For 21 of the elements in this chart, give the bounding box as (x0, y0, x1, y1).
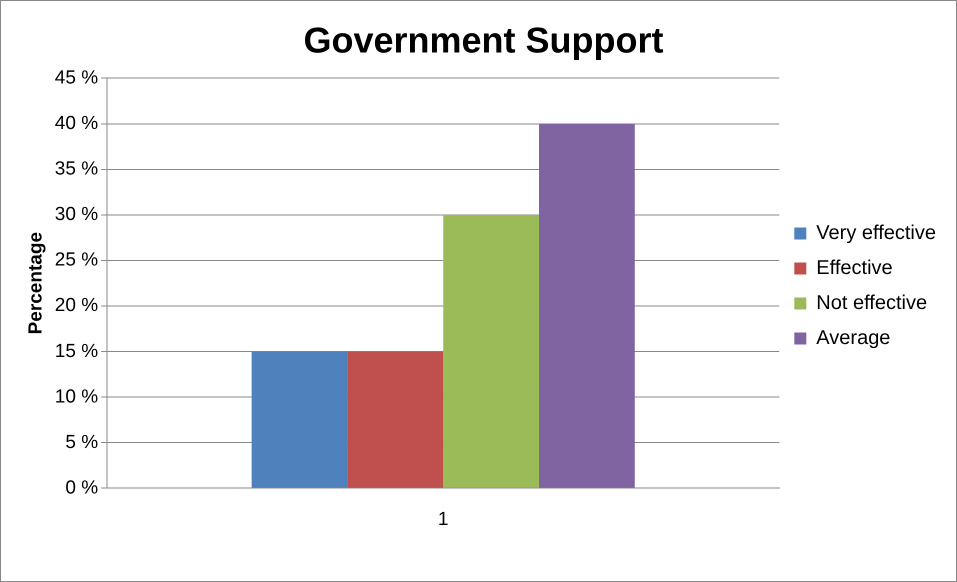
legend-label: Very effective (816, 222, 936, 244)
y-tick-label: 40 % (54, 112, 98, 134)
y-tick-label: 15 % (54, 340, 98, 362)
legend-label: Not effective (816, 292, 928, 314)
y-tick-label: 25 % (54, 250, 98, 271)
chart-title: Government Support (303, 20, 664, 61)
y-tick-label: 0 % (65, 477, 98, 498)
y-tick-label: 30 % (54, 204, 98, 226)
y-tick-label: 35 % (54, 158, 98, 180)
y-tick-label: 45 % (54, 67, 98, 88)
x-tick-label: 1 (438, 508, 448, 530)
y-tick-label: 10 % (54, 386, 98, 408)
y-tick-label: 20 % (54, 295, 98, 316)
legend-label: Average (816, 327, 890, 350)
bar (347, 352, 444, 488)
legend-label: Effective (816, 257, 893, 280)
bar (538, 124, 635, 488)
y-axis-title: Percentage (26, 232, 47, 334)
bar (252, 352, 348, 488)
y-tick-label: 5 % (65, 432, 98, 453)
bar (443, 214, 539, 488)
